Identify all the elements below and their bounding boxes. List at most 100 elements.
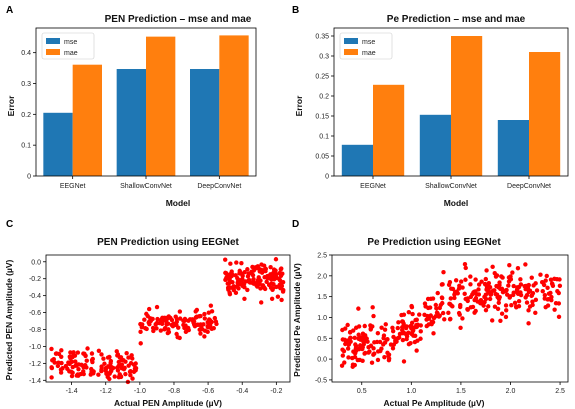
chart-d-point	[435, 290, 440, 296]
chart-d-point	[371, 346, 376, 351]
chart-b-bar-mse-0	[341, 144, 373, 176]
chart-d-point	[544, 273, 549, 279]
chart-d-point	[360, 358, 365, 363]
chart-c-point	[130, 376, 135, 381]
chart-d-point	[442, 317, 447, 322]
chart-c-point	[76, 362, 81, 367]
chart-c-point	[227, 291, 233, 297]
chart-c-point	[208, 322, 213, 328]
chart-d-point	[511, 283, 516, 289]
chart-d-point	[400, 337, 406, 343]
chart-d-point	[386, 356, 392, 361]
chart-c-point	[271, 267, 277, 272]
chart-d-point	[409, 320, 415, 326]
chart-d-point	[556, 314, 562, 320]
chart-d-xtick-label: 1.5	[456, 388, 466, 395]
chart-d-point	[529, 293, 534, 299]
chart-d-point	[492, 304, 498, 309]
chart-d-point	[555, 288, 560, 294]
chart-c-point	[162, 327, 167, 332]
chart-d-point	[345, 346, 351, 351]
chart-c-point	[177, 309, 183, 314]
chart-d-xtick-label: 2.5	[555, 388, 565, 395]
chart-c-point	[139, 323, 145, 329]
chart-d-point	[429, 319, 435, 325]
panel-letter-b: B	[292, 5, 299, 16]
chart-d-point	[490, 318, 495, 323]
chart-d-point	[441, 270, 446, 275]
chart-c-point	[145, 313, 150, 319]
chart-c-point	[279, 283, 285, 289]
chart-d-point	[417, 312, 422, 317]
chart-d-point	[418, 329, 423, 334]
chart-d-xlabel: Actual Pe Amplitude (µV)	[384, 398, 485, 408]
chart-d-point	[452, 295, 457, 301]
chart-d-point	[371, 352, 376, 357]
chart-c-point	[146, 320, 151, 325]
chart-b-category-label: DeepConvNet	[507, 183, 551, 190]
chart-c-point	[225, 285, 231, 291]
chart-d-point	[422, 312, 427, 318]
chart-c-point	[96, 348, 102, 353]
chart-c-point	[270, 286, 276, 291]
chart-c-point	[128, 372, 133, 378]
chart-d-point	[375, 330, 381, 336]
chart-d-point	[382, 355, 387, 360]
chart-c-point	[130, 356, 135, 361]
chart-d-point	[347, 330, 353, 335]
chart-c-point	[187, 317, 193, 322]
chart-d-point	[526, 321, 531, 326]
chart-c-point	[257, 281, 262, 287]
chart-d-point	[473, 277, 478, 282]
chart-c-point	[60, 366, 65, 371]
chart-d-point	[437, 313, 442, 318]
chart-c-point	[99, 367, 104, 372]
chart-c-point	[132, 361, 138, 367]
chart-b-ytick-label: 0.1	[319, 134, 329, 141]
chart-d-point	[545, 285, 550, 290]
chart-d-point	[462, 262, 468, 267]
chart-d-point	[508, 277, 514, 282]
chart-c-point	[234, 260, 239, 265]
chart-c-point	[258, 286, 263, 291]
chart-c-point	[202, 316, 208, 321]
chart-d-point	[516, 298, 522, 304]
chart-c-point	[155, 316, 160, 322]
chart-d-point	[448, 296, 453, 301]
chart-d-point	[552, 276, 557, 282]
chart-c-point	[105, 355, 111, 360]
chart-c-point	[230, 280, 235, 285]
chart-d-point	[465, 298, 470, 304]
chart-c-point	[223, 271, 229, 276]
chart-d-point	[370, 305, 375, 310]
chart-d-point	[433, 302, 439, 308]
chart-c-point	[259, 300, 264, 305]
chart-c-point	[268, 264, 273, 270]
chart-d-point	[440, 310, 446, 316]
chart-a-category-label: EEGNet	[60, 183, 86, 190]
chart-b-bar-mae-1	[451, 36, 483, 176]
chart-c-point	[154, 304, 160, 310]
chart-d-point	[463, 265, 468, 271]
chart-c-point	[115, 352, 121, 357]
chart-d-point	[371, 313, 376, 319]
chart-c-point	[237, 268, 242, 274]
chart-d-point	[378, 348, 383, 354]
chart-d-point	[492, 288, 497, 293]
chart-d-point	[346, 355, 351, 360]
chart-d-point	[439, 295, 445, 300]
chart-d-point	[463, 277, 468, 282]
chart-d-point	[340, 353, 346, 358]
chart-d-point	[448, 316, 453, 322]
chart-d-point	[479, 279, 484, 284]
chart-c-point	[49, 375, 54, 380]
chart-d-point	[411, 333, 416, 338]
chart-c-ytick-label: -1.2	[29, 361, 41, 368]
chart-d-point	[543, 304, 548, 310]
chart-d-point	[404, 336, 409, 342]
chart-d-ytick-label: 2.0	[317, 273, 327, 280]
chart-c-point	[83, 353, 88, 359]
chart-c-point	[271, 282, 276, 287]
chart-c-point	[142, 317, 147, 322]
chart-d-point	[540, 289, 545, 294]
